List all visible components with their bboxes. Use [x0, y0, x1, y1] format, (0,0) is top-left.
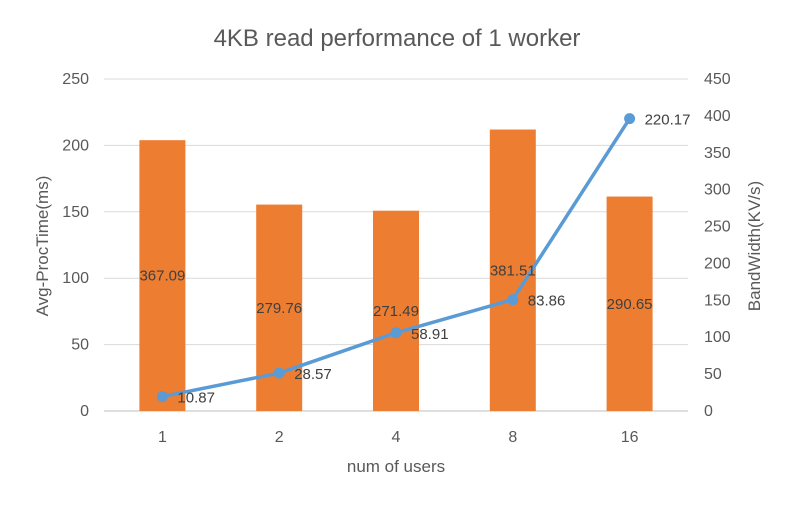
y-right-tick-label: 350: [704, 145, 731, 162]
ticks-layer: 0 50 100 150 200 250 0 50 100 150 200 250 300 350 400 4…: [62, 71, 731, 446]
x-tick-label: 1: [158, 429, 167, 446]
line-data-label: 58.91: [411, 326, 449, 343]
y-right-tick-label: 250: [704, 219, 731, 236]
y-right-tick-label: 400: [704, 108, 731, 125]
line-data-label: 28.57: [294, 366, 332, 383]
chart-title: 4KB read performance of 1 worker: [214, 25, 581, 52]
x-tick-label: 8: [508, 429, 517, 446]
y-axis-left-label: Avg-ProcTime(ms): [33, 176, 52, 317]
bar: [373, 210, 419, 411]
line-point: [507, 294, 519, 306]
x-axis-label: num of users: [347, 457, 445, 476]
bar-data-label: 271.49: [373, 303, 419, 320]
y-right-tick-label: 300: [704, 182, 731, 199]
line-data-label: 83.86: [528, 293, 566, 310]
bar-data-label: 290.65: [607, 296, 653, 313]
line-data-label: 220.17: [645, 112, 691, 129]
line-point: [156, 391, 168, 403]
y-left-tick-label: 100: [62, 270, 89, 287]
labels-layer: 367.09 279.76 271.49 381.51 290.65 10.87 28.57…: [139, 112, 690, 407]
bar: [139, 140, 186, 411]
y-right-tick-label: 450: [704, 71, 731, 88]
y-right-tick-label: 50: [704, 366, 722, 383]
line-point: [390, 327, 402, 339]
bar-data-label: 367.09: [139, 268, 185, 285]
y-left-tick-label: 250: [62, 71, 89, 88]
x-tick-label: 4: [392, 429, 401, 446]
y-left-tick-label: 150: [62, 204, 89, 221]
y-right-tick-label: 0: [704, 403, 713, 420]
y-right-tick-label: 100: [704, 329, 731, 346]
y-axis-right-label: BandWidth(KV/s): [745, 181, 764, 311]
bars-layer: [139, 129, 653, 411]
bar: [606, 196, 653, 411]
y-left-tick-label: 50: [71, 337, 89, 354]
y-left-tick-label: 200: [62, 137, 89, 154]
y-left-tick-label: 0: [80, 403, 89, 420]
line-point: [273, 367, 285, 379]
x-tick-label: 2: [275, 429, 284, 446]
bar-data-label: 381.51: [490, 262, 536, 279]
line-layer: [156, 113, 636, 403]
line-data-label: 10.87: [177, 390, 215, 407]
y-right-tick-label: 150: [704, 292, 731, 309]
bar: [489, 129, 536, 411]
x-tick-label: 16: [621, 429, 639, 446]
line-point: [624, 113, 636, 125]
bar-data-label: 279.76: [256, 300, 302, 317]
y-right-tick-label: 200: [704, 255, 731, 272]
